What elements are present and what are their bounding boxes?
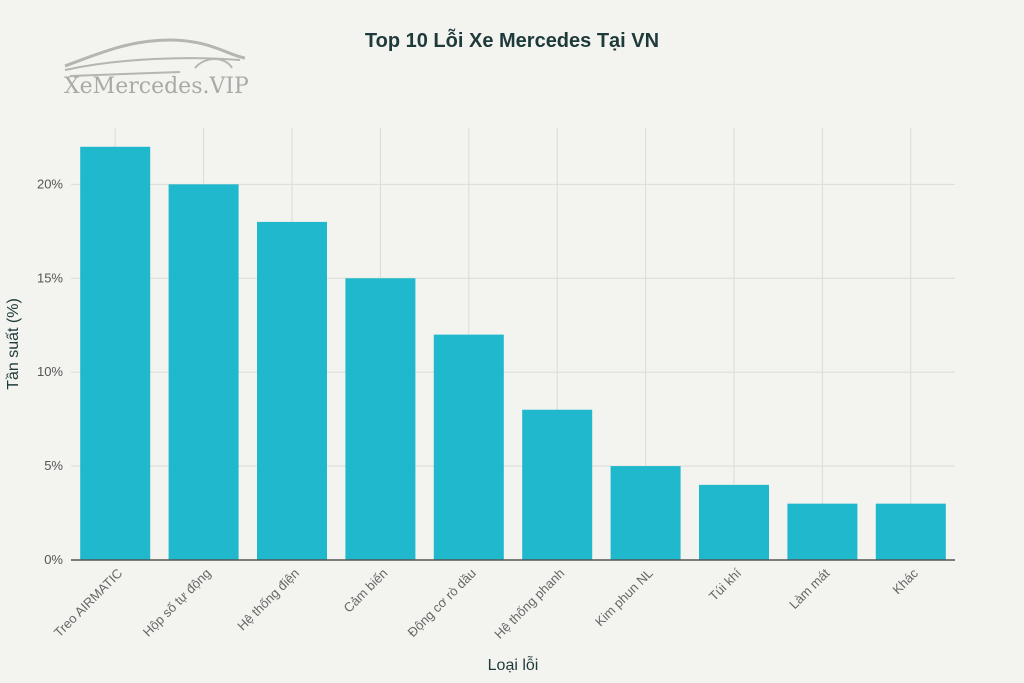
x-tick-label: Cảm biến [341, 566, 391, 616]
bar [699, 484, 769, 560]
x-tick-label: Khác [889, 565, 921, 597]
x-tick-label: Động cơ rò dầu [405, 566, 479, 640]
bar [345, 278, 416, 560]
x-tick-label: Hộp số tự động [140, 566, 214, 640]
y-axis-label: Tần suất (%) [5, 298, 22, 390]
x-tick-label: Hệ thống điện [234, 566, 302, 634]
y-tick-label: 15% [37, 270, 63, 285]
bar [610, 466, 681, 560]
x-tick-label: Túi khí [706, 565, 744, 603]
bar [433, 334, 504, 560]
y-tick-label: 20% [37, 176, 63, 191]
bar [80, 146, 151, 561]
bar [875, 503, 946, 560]
x-axis-label: Loại lỗi [488, 655, 539, 674]
bar [257, 221, 327, 561]
chart-title: Top 10 Lỗi Xe Mercedes Tại VN [364, 30, 660, 52]
x-tick-label: Kim phun NL [592, 566, 656, 630]
y-tick-label: 5% [44, 458, 63, 473]
x-tick-label: Hệ thống phanh [491, 566, 567, 642]
y-tick-label: 10% [37, 364, 63, 379]
logo-text: XeMercedes.VIP [64, 74, 249, 99]
x-tick-label: Treo AIRMATIC [51, 566, 125, 640]
bar [168, 184, 239, 560]
y-tick-label: 0% [44, 552, 63, 567]
bar [522, 409, 593, 560]
x-tick-label: Làm mát [786, 565, 833, 612]
bar [787, 503, 858, 560]
car-logo-icon [64, 38, 246, 77]
